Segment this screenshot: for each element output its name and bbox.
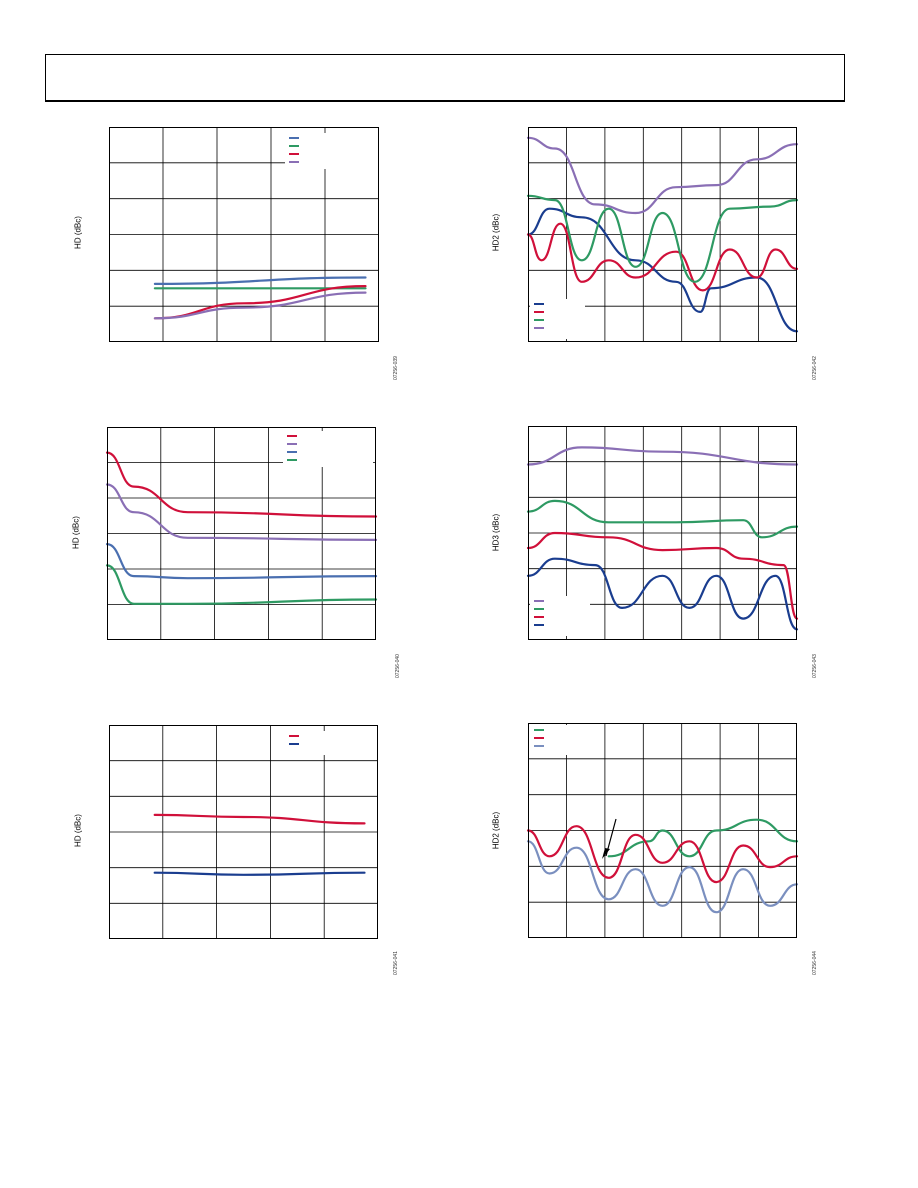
series-line <box>607 818 799 858</box>
figure-code: 07256-044 <box>812 951 818 975</box>
series-line <box>105 543 378 580</box>
series-line <box>526 557 799 631</box>
figure-code: 07256-040 <box>395 654 401 678</box>
y-axis-label: HD2 (dBc) <box>491 213 501 252</box>
legend-box <box>285 133 405 169</box>
y-axis-label: HD (dBc) <box>71 516 81 549</box>
series-line <box>105 564 378 605</box>
plot-frame <box>109 725 378 939</box>
plot-frame <box>528 426 797 640</box>
chart-plot <box>109 725 378 939</box>
legend-box <box>285 731 375 755</box>
series-line <box>105 483 378 541</box>
series-line <box>526 222 799 292</box>
figure-code: 07256-043 <box>812 654 818 678</box>
figure-code: 07256-041 <box>393 951 399 975</box>
series-line <box>153 276 367 285</box>
series-line <box>526 136 799 215</box>
y-axis-label: HD (dBc) <box>73 216 83 249</box>
chart-plot <box>526 723 799 938</box>
page-header-box <box>45 54 845 102</box>
series-line <box>526 194 799 283</box>
figure-code: 07256-042 <box>812 356 818 380</box>
series-line <box>526 825 799 884</box>
y-axis-label: HD3 (dBc) <box>491 513 501 552</box>
series-line <box>526 446 799 466</box>
chart-plot <box>109 127 405 342</box>
series-line <box>153 813 366 825</box>
series-line <box>105 451 378 518</box>
series-line <box>153 285 367 320</box>
plot-frame <box>528 723 797 938</box>
series-line <box>526 499 799 539</box>
legend-box <box>283 431 373 467</box>
plot-frame <box>107 427 376 640</box>
chart-plot <box>526 127 799 342</box>
series-line <box>153 871 366 876</box>
series-line <box>526 531 799 620</box>
series-line <box>526 840 799 914</box>
annotation-arrowhead <box>602 848 610 859</box>
y-axis-label: HD2 (dBc) <box>491 811 501 850</box>
figure-code: 07256-039 <box>393 356 399 380</box>
plot-frame <box>528 127 797 342</box>
y-axis-label: HD (dBc) <box>73 814 83 847</box>
chart-plot <box>526 426 799 640</box>
chart-plot <box>105 427 378 640</box>
series-line <box>153 291 367 320</box>
plot-frame <box>109 127 379 342</box>
